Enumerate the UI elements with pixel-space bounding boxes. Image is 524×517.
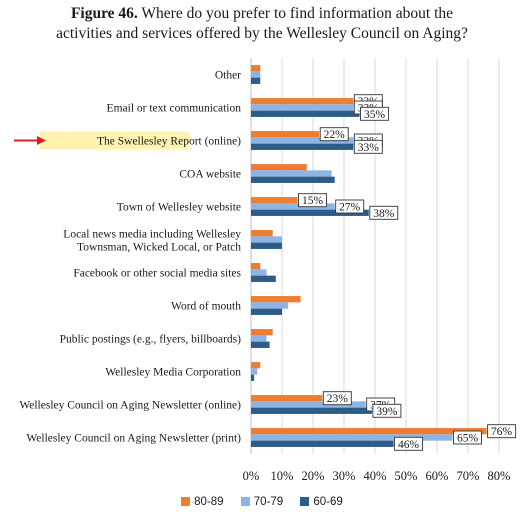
bar — [251, 170, 332, 177]
data-label-box — [335, 199, 365, 214]
x-tick-label: 0% — [243, 469, 260, 483]
bar — [251, 77, 261, 84]
bar — [251, 236, 282, 243]
data-label: 27% — [339, 202, 361, 214]
legend-item-80-89: 80-89 — [181, 496, 224, 508]
x-tick-label: 30% — [333, 469, 356, 483]
data-label: 35% — [364, 109, 386, 121]
data-label-box — [322, 391, 352, 406]
bar — [251, 71, 261, 78]
category-label: Public postings (e.g., flyers, billboard… — [60, 334, 242, 346]
arrow-head-icon — [37, 136, 46, 145]
data-label-box — [319, 127, 349, 142]
category-highlight — [40, 131, 189, 150]
bar — [251, 203, 335, 210]
bar — [251, 110, 360, 117]
data-label: 33% — [358, 142, 380, 154]
chart-legend: 80-89 70-79 60-69 — [0, 496, 524, 508]
bar — [251, 407, 372, 414]
data-label: 22% — [324, 129, 346, 141]
bar — [251, 275, 276, 282]
bar — [251, 308, 282, 315]
bar — [251, 440, 394, 447]
bar — [251, 98, 354, 105]
legend-swatch-80-89 — [181, 497, 191, 506]
data-label: 38% — [373, 208, 395, 220]
category-label: Wellesley Media Corporation — [105, 367, 241, 379]
bar — [251, 164, 307, 171]
data-label-box — [369, 205, 399, 220]
legend-item-60-69: 60-69 — [300, 496, 343, 508]
bar — [251, 197, 298, 204]
category-label: Wellesley Council on Aging Newsletter (o… — [19, 400, 241, 412]
bar — [251, 263, 261, 270]
legend-item-70-79: 70-79 — [240, 496, 284, 508]
legend-swatch-70-79 — [240, 497, 250, 506]
data-label-box — [360, 106, 389, 121]
legend-label-60-69: 60-69 — [313, 496, 343, 508]
x-tick-label: 40% — [364, 469, 387, 483]
bar — [251, 302, 289, 309]
figure-question-line-2: activities and services offered by the W… — [56, 25, 468, 42]
x-tick-label: 20% — [302, 469, 325, 483]
data-label: 23% — [327, 393, 349, 405]
figure-number: Figure 46. — [70, 5, 138, 22]
bar — [251, 104, 354, 111]
x-tick-label: 80% — [488, 469, 511, 483]
bar — [251, 341, 270, 348]
bar — [251, 368, 258, 375]
category-label: Facebook or other social media sites — [73, 268, 241, 280]
data-label-box — [487, 424, 517, 439]
category-label-line-1: Local news media including Wellesley — [63, 229, 241, 241]
data-label-box — [372, 403, 402, 418]
bar — [251, 434, 453, 441]
bar — [251, 428, 487, 435]
bar — [251, 242, 282, 249]
data-label: 39% — [376, 406, 398, 418]
data-label: 76% — [491, 426, 513, 438]
bar — [251, 329, 273, 336]
bar — [251, 395, 323, 402]
bar — [251, 131, 320, 138]
category-label: Email or text communication — [107, 103, 242, 115]
category-label: Other — [215, 70, 241, 82]
bar — [251, 335, 267, 342]
legend-swatch-60-69 — [300, 497, 310, 506]
chart-title: Figure 46. Where do you prefer to find i… — [0, 4, 524, 44]
data-label: 15% — [302, 195, 324, 207]
bar — [251, 362, 261, 369]
data-label: 46% — [398, 439, 420, 451]
bar — [251, 374, 255, 381]
bar — [251, 143, 354, 150]
category-label: Town of Wellesley website — [117, 202, 241, 214]
legend-label-70-79: 70-79 — [253, 496, 284, 508]
bar — [251, 176, 335, 183]
data-label-box — [353, 139, 383, 154]
bar — [251, 230, 273, 237]
data-label-box — [453, 430, 482, 445]
category-label: COA website — [179, 169, 241, 181]
data-label-box — [298, 193, 327, 208]
x-tick-label: 10% — [271, 469, 294, 483]
figure-question-line-1: Where do you prefer to find information … — [141, 5, 454, 22]
category-label: Wellesley Council on Aging Newsletter (p… — [26, 433, 241, 445]
category-label: The Swellesley Report (online) — [97, 136, 241, 148]
category-label-line-2: Townsman, Wicked Local, or Patch — [77, 242, 241, 254]
x-tick-label: 70% — [457, 469, 480, 483]
bar — [251, 269, 267, 276]
bar — [251, 209, 369, 216]
x-tick-label: 50% — [395, 469, 418, 483]
category-label: Word of mouth — [171, 301, 241, 313]
bar — [251, 137, 354, 144]
bar — [251, 296, 301, 303]
bar — [251, 401, 366, 408]
legend-label-80-89: 80-89 — [194, 496, 224, 508]
data-label-box — [394, 436, 424, 451]
x-tick-label: 60% — [426, 469, 449, 483]
data-label: 65% — [457, 433, 479, 445]
bar — [251, 65, 261, 72]
